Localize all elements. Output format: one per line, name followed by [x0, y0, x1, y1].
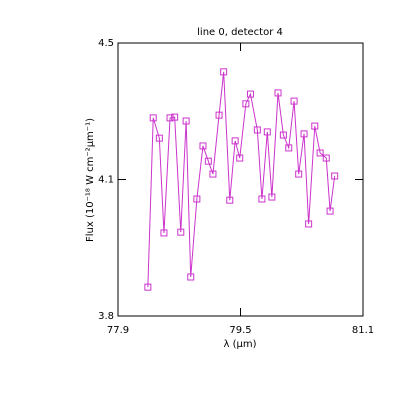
y-axis-label: Flux (10⁻¹⁸ W cm⁻²μm⁻¹) [85, 118, 96, 242]
data-point [274, 89, 282, 97]
data-point [316, 149, 324, 157]
y-tick-label: 4.5 [98, 38, 114, 49]
data-point [171, 113, 179, 121]
data-point [279, 131, 287, 139]
data-point [209, 170, 217, 178]
data-point [300, 130, 308, 138]
data-point [268, 193, 276, 201]
data-line [147, 71, 336, 288]
x-tick-label: 81.1 [352, 325, 374, 336]
data-point [193, 195, 201, 203]
data-point [331, 172, 339, 180]
data-point [322, 154, 330, 162]
data-point [215, 111, 223, 119]
data-point [326, 207, 334, 215]
data-point [305, 220, 313, 228]
data-point [226, 196, 234, 204]
data-point [236, 154, 244, 162]
chart-title: line 0, detector 4 [197, 27, 283, 38]
data-point [285, 144, 293, 152]
plot-frame [117, 42, 364, 317]
data-point [263, 128, 271, 136]
data-point [253, 126, 261, 134]
data-point [220, 68, 228, 76]
data-point [246, 90, 254, 98]
data-point [155, 134, 163, 142]
y-tick-label: 3.8 [98, 311, 114, 322]
data-point [144, 283, 152, 291]
data-point [231, 137, 239, 145]
data-point [311, 122, 319, 130]
data-point [182, 117, 190, 125]
data-point [295, 170, 303, 178]
data-point [160, 229, 168, 237]
data-point [258, 195, 266, 203]
x-tick-label: 77.9 [107, 325, 129, 336]
data-point [149, 114, 157, 122]
y-tick-label: 4.1 [98, 175, 114, 186]
data-point [187, 273, 195, 281]
data-point [242, 100, 250, 108]
data-point [204, 157, 212, 165]
data-point [199, 142, 207, 150]
data-point [166, 114, 174, 122]
data-point [290, 97, 298, 105]
x-axis-label: λ (μm) [223, 339, 256, 350]
data-point [177, 228, 185, 236]
x-tick-label: 79.5 [229, 325, 251, 336]
